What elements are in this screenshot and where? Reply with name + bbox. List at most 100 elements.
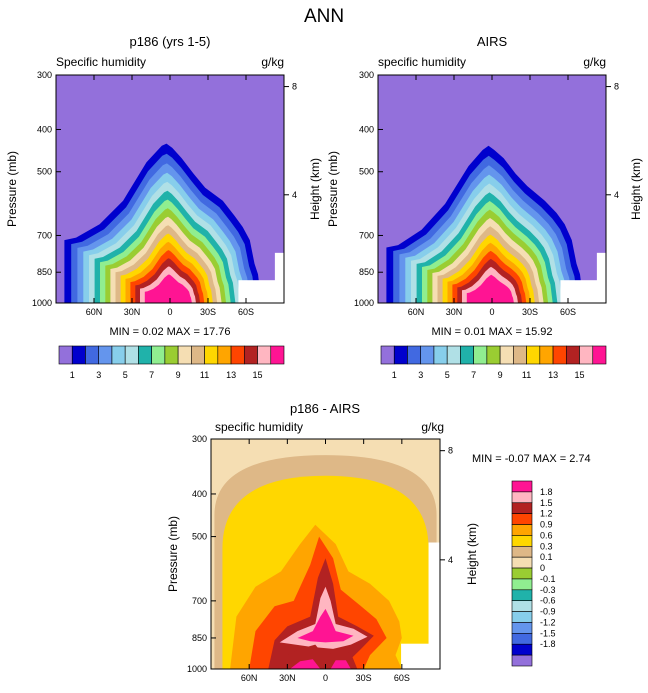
colorbar-label: 0.6 bbox=[540, 530, 553, 540]
axes: 300 400 500 700 850 1000 8 4 60N 30N 0 30S 60S bbox=[32, 70, 297, 317]
colorbar-swatch bbox=[270, 345, 285, 365]
y-axis-label: Pressure (mb) bbox=[5, 151, 19, 227]
colorbar-label: 0.1 bbox=[540, 552, 553, 562]
colorbar-swatch bbox=[539, 345, 554, 365]
colorbar-swatch bbox=[511, 622, 533, 634]
colorbar-swatch bbox=[204, 345, 219, 365]
colorbar-swatch bbox=[243, 345, 258, 365]
x-tick-label: 60S bbox=[238, 307, 254, 317]
colorbar-swatch bbox=[511, 491, 533, 504]
y-axis-label: Pressure (mb) bbox=[166, 516, 180, 592]
x-tick-label: 30N bbox=[446, 307, 463, 317]
colorbar-label: 0 bbox=[540, 563, 545, 573]
colorbar-label: -0.1 bbox=[540, 574, 556, 584]
colorbar-swatch bbox=[526, 345, 541, 365]
contour-band bbox=[144, 274, 192, 303]
colorbar-swatch bbox=[511, 643, 533, 656]
colorbar-label: -1.2 bbox=[540, 617, 556, 627]
panel-diff: p186 - AIRS specific humidity g/kg 30040… bbox=[166, 401, 591, 683]
colorbar-swatch bbox=[511, 654, 533, 667]
x-tick-label: 60S bbox=[560, 307, 576, 317]
colorbar-label: 3 bbox=[96, 370, 101, 380]
colorbar-label: 9 bbox=[498, 370, 503, 380]
colorbar-label: 11 bbox=[522, 370, 531, 380]
y-tick-label: 500 bbox=[192, 532, 207, 542]
colorbar-swatch bbox=[98, 345, 113, 365]
colorbar-swatch bbox=[511, 480, 533, 493]
y2-tick-label: 8 bbox=[448, 446, 453, 456]
panel-left-label: specific humidity bbox=[378, 55, 466, 69]
contour-plot bbox=[378, 75, 606, 303]
colorbar-label: 13 bbox=[226, 370, 236, 380]
colorbar-swatch bbox=[473, 345, 488, 365]
colorbar-swatch bbox=[217, 345, 232, 365]
y-tick-label: 300 bbox=[359, 70, 374, 80]
colorbar-swatch bbox=[511, 633, 533, 645]
colorbar-label: 0.9 bbox=[540, 520, 553, 530]
colorbar-swatch bbox=[257, 345, 272, 365]
y-tick-label: 1000 bbox=[32, 298, 52, 308]
colorbar-label: -0.6 bbox=[540, 596, 556, 606]
x-tick-label: 0 bbox=[489, 307, 494, 317]
missing-data-region bbox=[238, 280, 284, 303]
y-tick-label: 850 bbox=[359, 267, 374, 277]
colorbar-label: 7 bbox=[149, 370, 154, 380]
x-tick-label: 30S bbox=[200, 307, 216, 317]
panel-units: g/kg bbox=[583, 55, 606, 69]
colorbar: 1 3 5 7 9 11 13 15 bbox=[58, 345, 285, 380]
y2-tick-label: 8 bbox=[614, 82, 619, 92]
y2-axis-label: Height (km) bbox=[465, 523, 479, 585]
x-tick-label: 60N bbox=[241, 673, 258, 683]
colorbar-swatch bbox=[85, 345, 100, 365]
colorbar: 1.81.51.20.90.60.30.10-0.1-0.3-0.6-0.9-1… bbox=[511, 480, 556, 667]
colorbar-label: 5 bbox=[123, 370, 128, 380]
colorbar-label: 3 bbox=[418, 370, 423, 380]
y-tick-label: 850 bbox=[37, 267, 52, 277]
colorbar-swatch bbox=[420, 345, 435, 365]
colorbar-swatch bbox=[511, 567, 533, 580]
colorbar-swatch bbox=[191, 345, 205, 365]
x-tick-label: 30N bbox=[279, 673, 296, 683]
panel-title: AIRS bbox=[477, 34, 508, 49]
colorbar-label: -0.3 bbox=[540, 585, 556, 595]
y-tick-label: 300 bbox=[37, 70, 52, 80]
y-tick-label: 500 bbox=[37, 167, 52, 177]
y-tick-label: 400 bbox=[37, 124, 52, 134]
panel-left-label: specific humidity bbox=[215, 420, 303, 434]
y2-axis-label: Height (km) bbox=[629, 158, 643, 220]
colorbar-swatch bbox=[138, 345, 152, 365]
colorbar-swatch bbox=[380, 345, 395, 365]
colorbar-label: 1.5 bbox=[540, 498, 553, 508]
colorbar-label: 15 bbox=[574, 370, 584, 380]
colorbar-swatch bbox=[513, 345, 527, 365]
y2-tick-label: 4 bbox=[292, 190, 297, 200]
colorbar-swatch bbox=[511, 524, 533, 536]
colorbar-label: 15 bbox=[252, 370, 262, 380]
contour-band bbox=[466, 274, 514, 303]
y-tick-label: 300 bbox=[192, 434, 207, 444]
colorbar-swatch bbox=[446, 345, 461, 365]
panel-units: g/kg bbox=[421, 420, 444, 434]
colorbar-swatch bbox=[124, 345, 139, 365]
panel-left-label: Specific humidity bbox=[56, 55, 146, 69]
colorbar-swatch bbox=[511, 513, 533, 525]
colorbar-swatch bbox=[511, 589, 533, 602]
colorbar-swatch bbox=[151, 345, 166, 365]
x-tick-label: 0 bbox=[167, 307, 172, 317]
colorbar-label: 1 bbox=[392, 370, 397, 380]
colorbar-swatch bbox=[460, 345, 474, 365]
colorbar-label: 5 bbox=[445, 370, 450, 380]
colorbar-label: -1.5 bbox=[540, 628, 556, 638]
x-tick-label: 0 bbox=[323, 673, 328, 683]
stats-text: MIN = 0.01 MAX = 15.92 bbox=[431, 326, 552, 338]
colorbar-label: 1.8 bbox=[540, 487, 553, 497]
panel-title: p186 (yrs 1-5) bbox=[130, 34, 211, 49]
panel-obs: AIRS specific humidity g/kg 300 400 500 700… bbox=[326, 34, 643, 380]
y-tick-label: 700 bbox=[192, 596, 207, 606]
y2-tick-label: 8 bbox=[292, 82, 297, 92]
y-tick-label: 1000 bbox=[354, 298, 374, 308]
colorbar-swatch bbox=[433, 345, 448, 365]
colorbar-swatch bbox=[177, 345, 192, 365]
y-tick-label: 1000 bbox=[187, 664, 207, 674]
colorbar-swatch bbox=[565, 345, 580, 365]
